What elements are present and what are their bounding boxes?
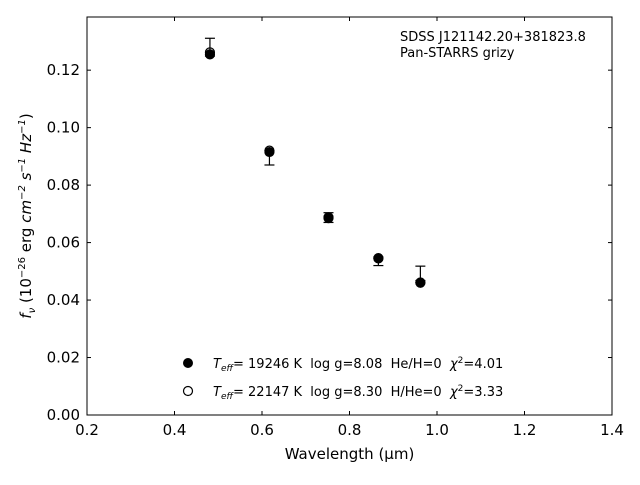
y-tick-label: 0.12 [47,61,80,79]
model-point-filled [373,253,384,264]
x-tick-label: 0.8 [338,421,362,439]
y-axis-ticks: 0.00 0.02 0.04 0.06 0.08 0.10 0.12 [47,61,612,424]
model-point-filled [323,213,334,224]
x-tick-label: 1.2 [513,421,537,439]
y-tick-label: 0.04 [47,291,80,309]
model-point-filled [204,49,216,60]
legend-marker-open [182,385,194,397]
model-point-filled [264,146,275,158]
x-axis-ticks: 0.2 0.4 0.6 0.8 1.0 1.2 1.4 [75,17,624,439]
y-tick-label: 0.02 [47,349,80,367]
annotation-object-name: SDSS J121142.20+381823.8 [400,30,586,45]
legend-marker-filled [183,358,193,368]
model-point-filled [415,277,426,288]
x-tick-label: 0.4 [163,421,187,439]
annotation-survey: Pan-STARRS grizy [400,46,515,61]
y-tick-label: 0.10 [47,119,80,137]
legend: Teff= 19246 K log g=8.08 He/H=0 χ2=4.01 … [182,356,503,402]
x-tick-label: 1.4 [600,421,624,439]
y-tick-label: 0.06 [47,234,80,252]
plot-marks [204,37,426,288]
x-tick-label: 1.0 [425,421,449,439]
legend-label-db-model: Teff= 22147 K log g=8.30 H/He=0 χ2=3.33 [213,384,503,402]
legend-label-da-model: Teff= 19246 K log g=8.08 He/H=0 χ2=4.01 [213,356,503,374]
y-axis-label: fν (10−26 erg cm−2 s−1 Hz−1) [17,113,38,318]
x-tick-label: 0.6 [250,421,274,439]
x-axis-label: Wavelength (μm) [285,445,415,463]
y-tick-label: 0.00 [47,406,80,424]
y-tick-label: 0.08 [47,176,80,194]
x-tick-label: 0.2 [75,421,99,439]
